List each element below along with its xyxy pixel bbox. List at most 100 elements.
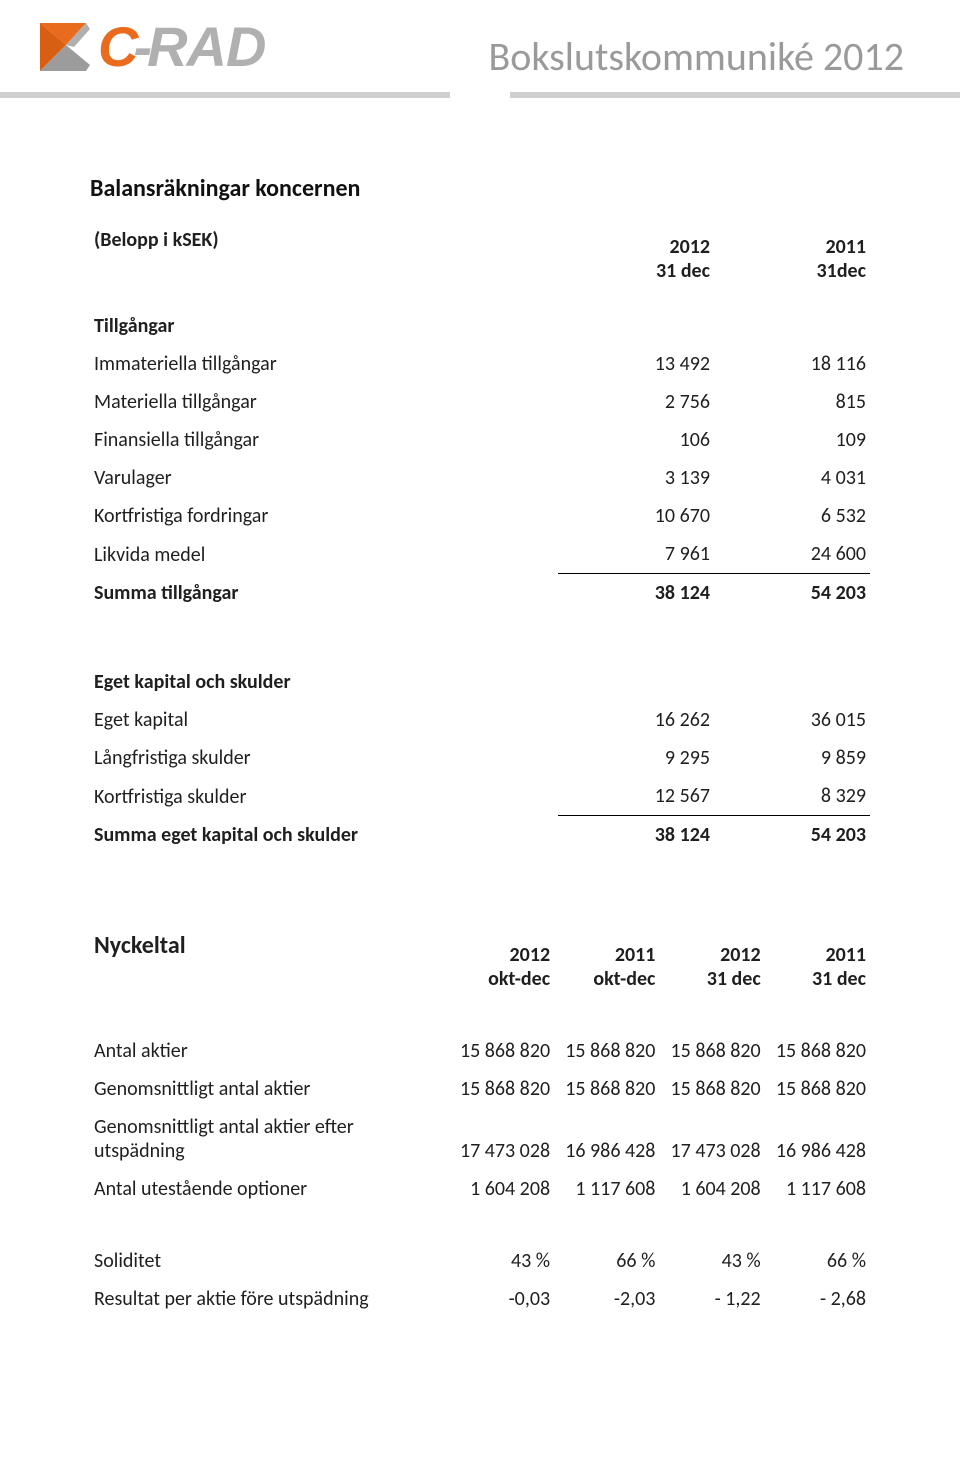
logo-mark-icon [36,19,94,75]
table-row: Varulager 3 139 4 031 [90,459,870,497]
col-header-year: 2012 [449,924,554,967]
table-row: Likvida medel 7 961 24 600 [90,535,870,574]
col-header-period: 31dec [714,259,870,290]
cell-value: 4 031 [714,459,870,497]
cell-value: 10 670 [558,497,714,535]
header-rule [0,92,450,98]
cell-value: - 2,68 [765,1280,870,1318]
cell-value: 16 986 428 [765,1108,870,1170]
col-header-year: 2012 [558,221,714,259]
cell-value: 38 124 [558,574,714,613]
cell-value: 15 868 820 [449,1032,554,1070]
logo: C-RAD [36,14,265,79]
cell-value: 15 868 820 [554,1070,659,1108]
cell-value: 1 117 608 [554,1170,659,1208]
col-header-year: 2012 [659,924,764,967]
table-row-total: Summa tillgångar 38 124 54 203 [90,574,870,613]
balance-table: (Belopp i kSEK) 2012 2011 31 dec 31dec T… [90,221,870,854]
cell-value: 9 295 [558,739,714,777]
col-header-period: okt-dec [449,967,554,998]
cell-value: 15 868 820 [765,1032,870,1070]
row-label: Immateriella tillgångar [90,345,558,383]
table-row: Kortfristiga fordringar 10 670 6 532 [90,497,870,535]
row-label: Summa eget kapital och skulder [90,816,558,855]
row-label: Antal aktier [90,1032,449,1070]
cell-value: 109 [714,421,870,459]
logo-letter-c: C [98,15,137,78]
row-label: Kortfristiga fordringar [90,497,558,535]
table-row: Antal utestående optioner 1 604 208 1 11… [90,1170,870,1208]
cell-value: -0,03 [449,1280,554,1318]
row-label: Eget kapital [90,701,558,739]
table-row: Genomsnittligt antal aktier efter utspäd… [90,1108,870,1170]
row-label: Antal utestående optioner [90,1170,449,1208]
cell-value: 6 532 [714,497,870,535]
cell-value: 36 015 [714,701,870,739]
col-header-year: 2011 [554,924,659,967]
table-row: Soliditet 43 % 66 % 43 % 66 % [90,1242,870,1280]
col-header-year: 2011 [714,221,870,259]
nyckeltal-table: Nyckeltal 2012 2011 2012 2011 okt-dec ok… [90,924,870,1318]
cell-value: 38 124 [558,816,714,855]
cell-value: 1 117 608 [765,1170,870,1208]
cell-value: 1 604 208 [449,1170,554,1208]
cell-value: 66 % [765,1242,870,1280]
row-label: Summa tillgångar [90,574,558,613]
row-label: Genomsnittligt antal aktier [90,1070,449,1108]
cell-value: 815 [714,383,870,421]
cell-value: 13 492 [558,345,714,383]
row-label: Varulager [90,459,558,497]
col-header-period: 31 dec [558,259,714,290]
cell-value: -2,03 [554,1280,659,1318]
table-row: Eget kapital 16 262 36 015 [90,701,870,739]
cell-value: 2 756 [558,383,714,421]
page-content: Balansräkningar koncernen (Belopp i kSEK… [0,120,960,1318]
col-header-period: 31 dec [659,967,764,998]
row-label: Finansiella tillgångar [90,421,558,459]
col-header-year: 2011 [765,924,870,967]
cell-value: 15 868 820 [765,1070,870,1108]
cell-value: 12 567 [558,777,714,816]
logo-letters-rad: RAD [147,15,265,78]
table-row: Genomsnittligt antal aktier 15 868 820 1… [90,1070,870,1108]
table-row: Finansiella tillgångar 106 109 [90,421,870,459]
cell-value: 54 203 [714,816,870,855]
cell-value: 18 116 [714,345,870,383]
cell-value: 43 % [449,1242,554,1280]
cell-value: 15 868 820 [449,1070,554,1108]
row-label: Kortfristiga skulder [90,777,558,816]
table-row: Långfristiga skulder 9 295 9 859 [90,739,870,777]
cell-value: 54 203 [714,574,870,613]
cell-value: 15 868 820 [659,1032,764,1070]
row-label: Likvida medel [90,535,558,574]
group-heading-assets: Tillgångar [90,290,870,345]
col-header-period: okt-dec [554,967,659,998]
table-row: Resultat per aktie före utspädning -0,03… [90,1280,870,1318]
cell-value: 24 600 [714,535,870,574]
row-label: Soliditet [90,1242,449,1280]
unit-label: (Belopp i kSEK) [90,221,558,259]
cell-value: 15 868 820 [659,1070,764,1108]
group-heading-equity: Eget kapital och skulder [90,646,870,701]
cell-value: 1 604 208 [659,1170,764,1208]
row-label: Resultat per aktie före utspädning [90,1280,449,1318]
table-row-total: Summa eget kapital och skulder 38 124 54… [90,816,870,855]
section-title-nyckeltal: Nyckeltal [90,924,449,967]
cell-value: 17 473 028 [659,1108,764,1170]
cell-value: 7 961 [558,535,714,574]
col-header-period: 31 dec [765,967,870,998]
cell-value: 3 139 [558,459,714,497]
table-row: Antal aktier 15 868 820 15 868 820 15 86… [90,1032,870,1070]
row-label: Genomsnittligt antal aktier efter utspäd… [90,1108,449,1170]
cell-value: 106 [558,421,714,459]
cell-value: 16 262 [558,701,714,739]
table-row: Immateriella tillgångar 13 492 18 116 [90,345,870,383]
cell-value: 43 % [659,1242,764,1280]
table-row: Materiella tillgångar 2 756 815 [90,383,870,421]
cell-value: 9 859 [714,739,870,777]
header-rule [510,92,960,98]
cell-value: 15 868 820 [554,1032,659,1070]
cell-value: 8 329 [714,777,870,816]
cell-value: - 1,22 [659,1280,764,1318]
row-label: Materiella tillgångar [90,383,558,421]
